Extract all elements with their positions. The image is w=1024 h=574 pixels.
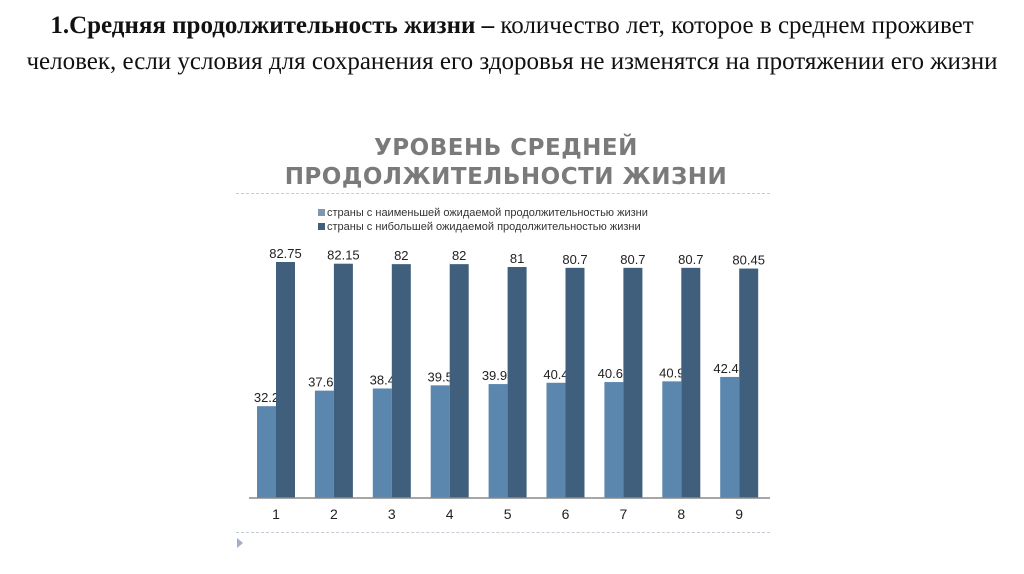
bottom-divider [236,532,770,533]
x-tick-label: 8 [677,506,685,522]
heading-text: количество лет, которое в среднем прожив… [26,12,998,75]
data-label: 37.65 [308,375,341,390]
x-tick-label: 1 [272,506,280,522]
bar-min [257,406,276,498]
data-label: 40.65 [598,366,631,381]
legend-label: страны с наименьшей ожидаемой продолжите… [327,207,648,219]
chart-title-line2: ПРОДОЛЖИТЕЛЬНОСТИ ЖИЗНИ [284,164,728,190]
chart-title: УРОВЕНЬ СРЕДНЕЙ ПРОДОЛЖИТЕЛЬНОСТИ ЖИЗНИ [236,134,776,192]
x-tick-label: 2 [330,506,338,522]
data-label: 32.2 [254,390,279,405]
x-tick-label: 9 [735,506,743,522]
bar-min [430,385,450,498]
bar-min [662,381,682,498]
data-label: 40.9 [659,365,684,380]
data-label: 82.75 [269,246,302,261]
bar-max [391,264,411,498]
data-label: 42.45 [713,361,746,376]
x-tick-label: 4 [446,506,454,522]
legend: страны с наименьшей ожидаемой продолжите… [318,206,648,234]
legend-item-max: страны с нибольшей ожидаемой продолжител… [318,220,648,234]
data-label: 39.95 [482,368,515,383]
data-label: 80.7 [620,252,645,267]
data-label: 80.7 [678,252,703,267]
data-label: 38.4 [370,372,395,387]
data-label: 82 [394,248,408,263]
bar-max [565,267,585,498]
top-divider [236,193,770,194]
data-label: 80.45 [732,253,765,268]
x-tick-label: 7 [620,506,628,522]
heading-bold: 1.Средняя продолжительность жизни – [50,12,495,39]
slide-heading: 1.Средняя продолжительность жизни – коли… [20,8,1004,80]
data-label: 81 [510,251,524,266]
legend-swatch [318,209,325,216]
bar-min [372,388,392,498]
slide-arrow-icon [237,538,243,548]
x-tick-label: 6 [562,506,570,522]
bar-min [546,382,566,498]
x-tick-label: 3 [388,506,396,522]
bar-max [623,267,643,498]
bar-max [333,263,353,498]
bar-min [604,382,624,498]
legend-swatch [318,223,325,230]
bar-max [276,262,295,498]
data-label: 82.15 [327,248,360,263]
data-label: 80.7 [562,252,587,267]
bar-min [488,384,508,498]
bar-max [681,267,701,498]
bar-max [449,264,469,498]
data-label: 40.4 [543,367,568,382]
bar-max [739,268,759,498]
data-label: 82 [452,248,466,263]
bar-min [314,390,334,498]
legend-label: страны с нибольшей ожидаемой продолжител… [327,221,641,233]
x-tick-label: 5 [504,506,512,522]
legend-item-min: страны с наименьшей ожидаемой продолжите… [318,206,648,220]
chart-title-line1: УРОВЕНЬ СРЕДНЕЙ [374,135,638,161]
bar-max [507,266,527,498]
data-label: 39.5 [428,369,453,384]
bar-min [720,376,740,498]
